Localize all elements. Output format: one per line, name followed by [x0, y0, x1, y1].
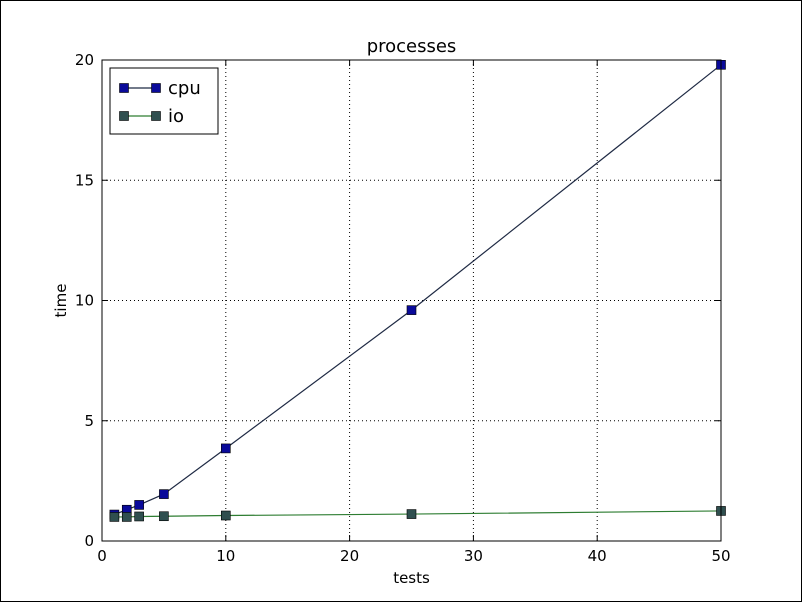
legend-entry-io: io [119, 106, 184, 127]
x-tick-label: 10 [216, 547, 235, 565]
data-point-cpu [134, 500, 144, 510]
legend-label: cpu [168, 78, 201, 99]
y-axis-label: time [52, 284, 70, 318]
chart-title: processes [367, 36, 457, 57]
legend-marker [119, 111, 129, 121]
x-tick-label: 30 [464, 547, 483, 565]
data-point-cpu [221, 443, 231, 454]
x-tick-label: 0 [97, 547, 107, 565]
data-point-io [159, 511, 169, 522]
x-tick-label: 20 [340, 547, 359, 565]
legend-marker [151, 83, 161, 93]
y-tick-label: 10 [75, 292, 94, 310]
data-point-io [134, 511, 144, 522]
legend-box [109, 67, 219, 135]
data-point-cpu [159, 489, 169, 499]
plot-series [109, 60, 726, 522]
grid [102, 60, 721, 541]
legend-label: io [168, 106, 184, 127]
legend-entry-cpu: cpu [119, 78, 201, 99]
legend-marker [119, 83, 129, 93]
legend: cpu io [109, 67, 219, 135]
axis-ticks: 0 10 20 30 40 50 0 5 10 15 20 [75, 51, 731, 565]
data-point-io [109, 512, 120, 522]
data-point-io [221, 510, 231, 521]
x-tick-label: 50 [711, 547, 730, 565]
data-point-io [121, 512, 132, 522]
y-tick-label: 0 [84, 532, 94, 550]
data-point-io [406, 509, 417, 519]
y-tick-label: 15 [75, 171, 94, 189]
x-tick-label: 40 [588, 547, 607, 565]
x-axis-label: tests [393, 569, 430, 587]
data-point-cpu [406, 305, 417, 315]
y-tick-label: 20 [75, 51, 94, 69]
legend-marker [151, 111, 161, 121]
y-tick-label: 5 [84, 412, 94, 430]
